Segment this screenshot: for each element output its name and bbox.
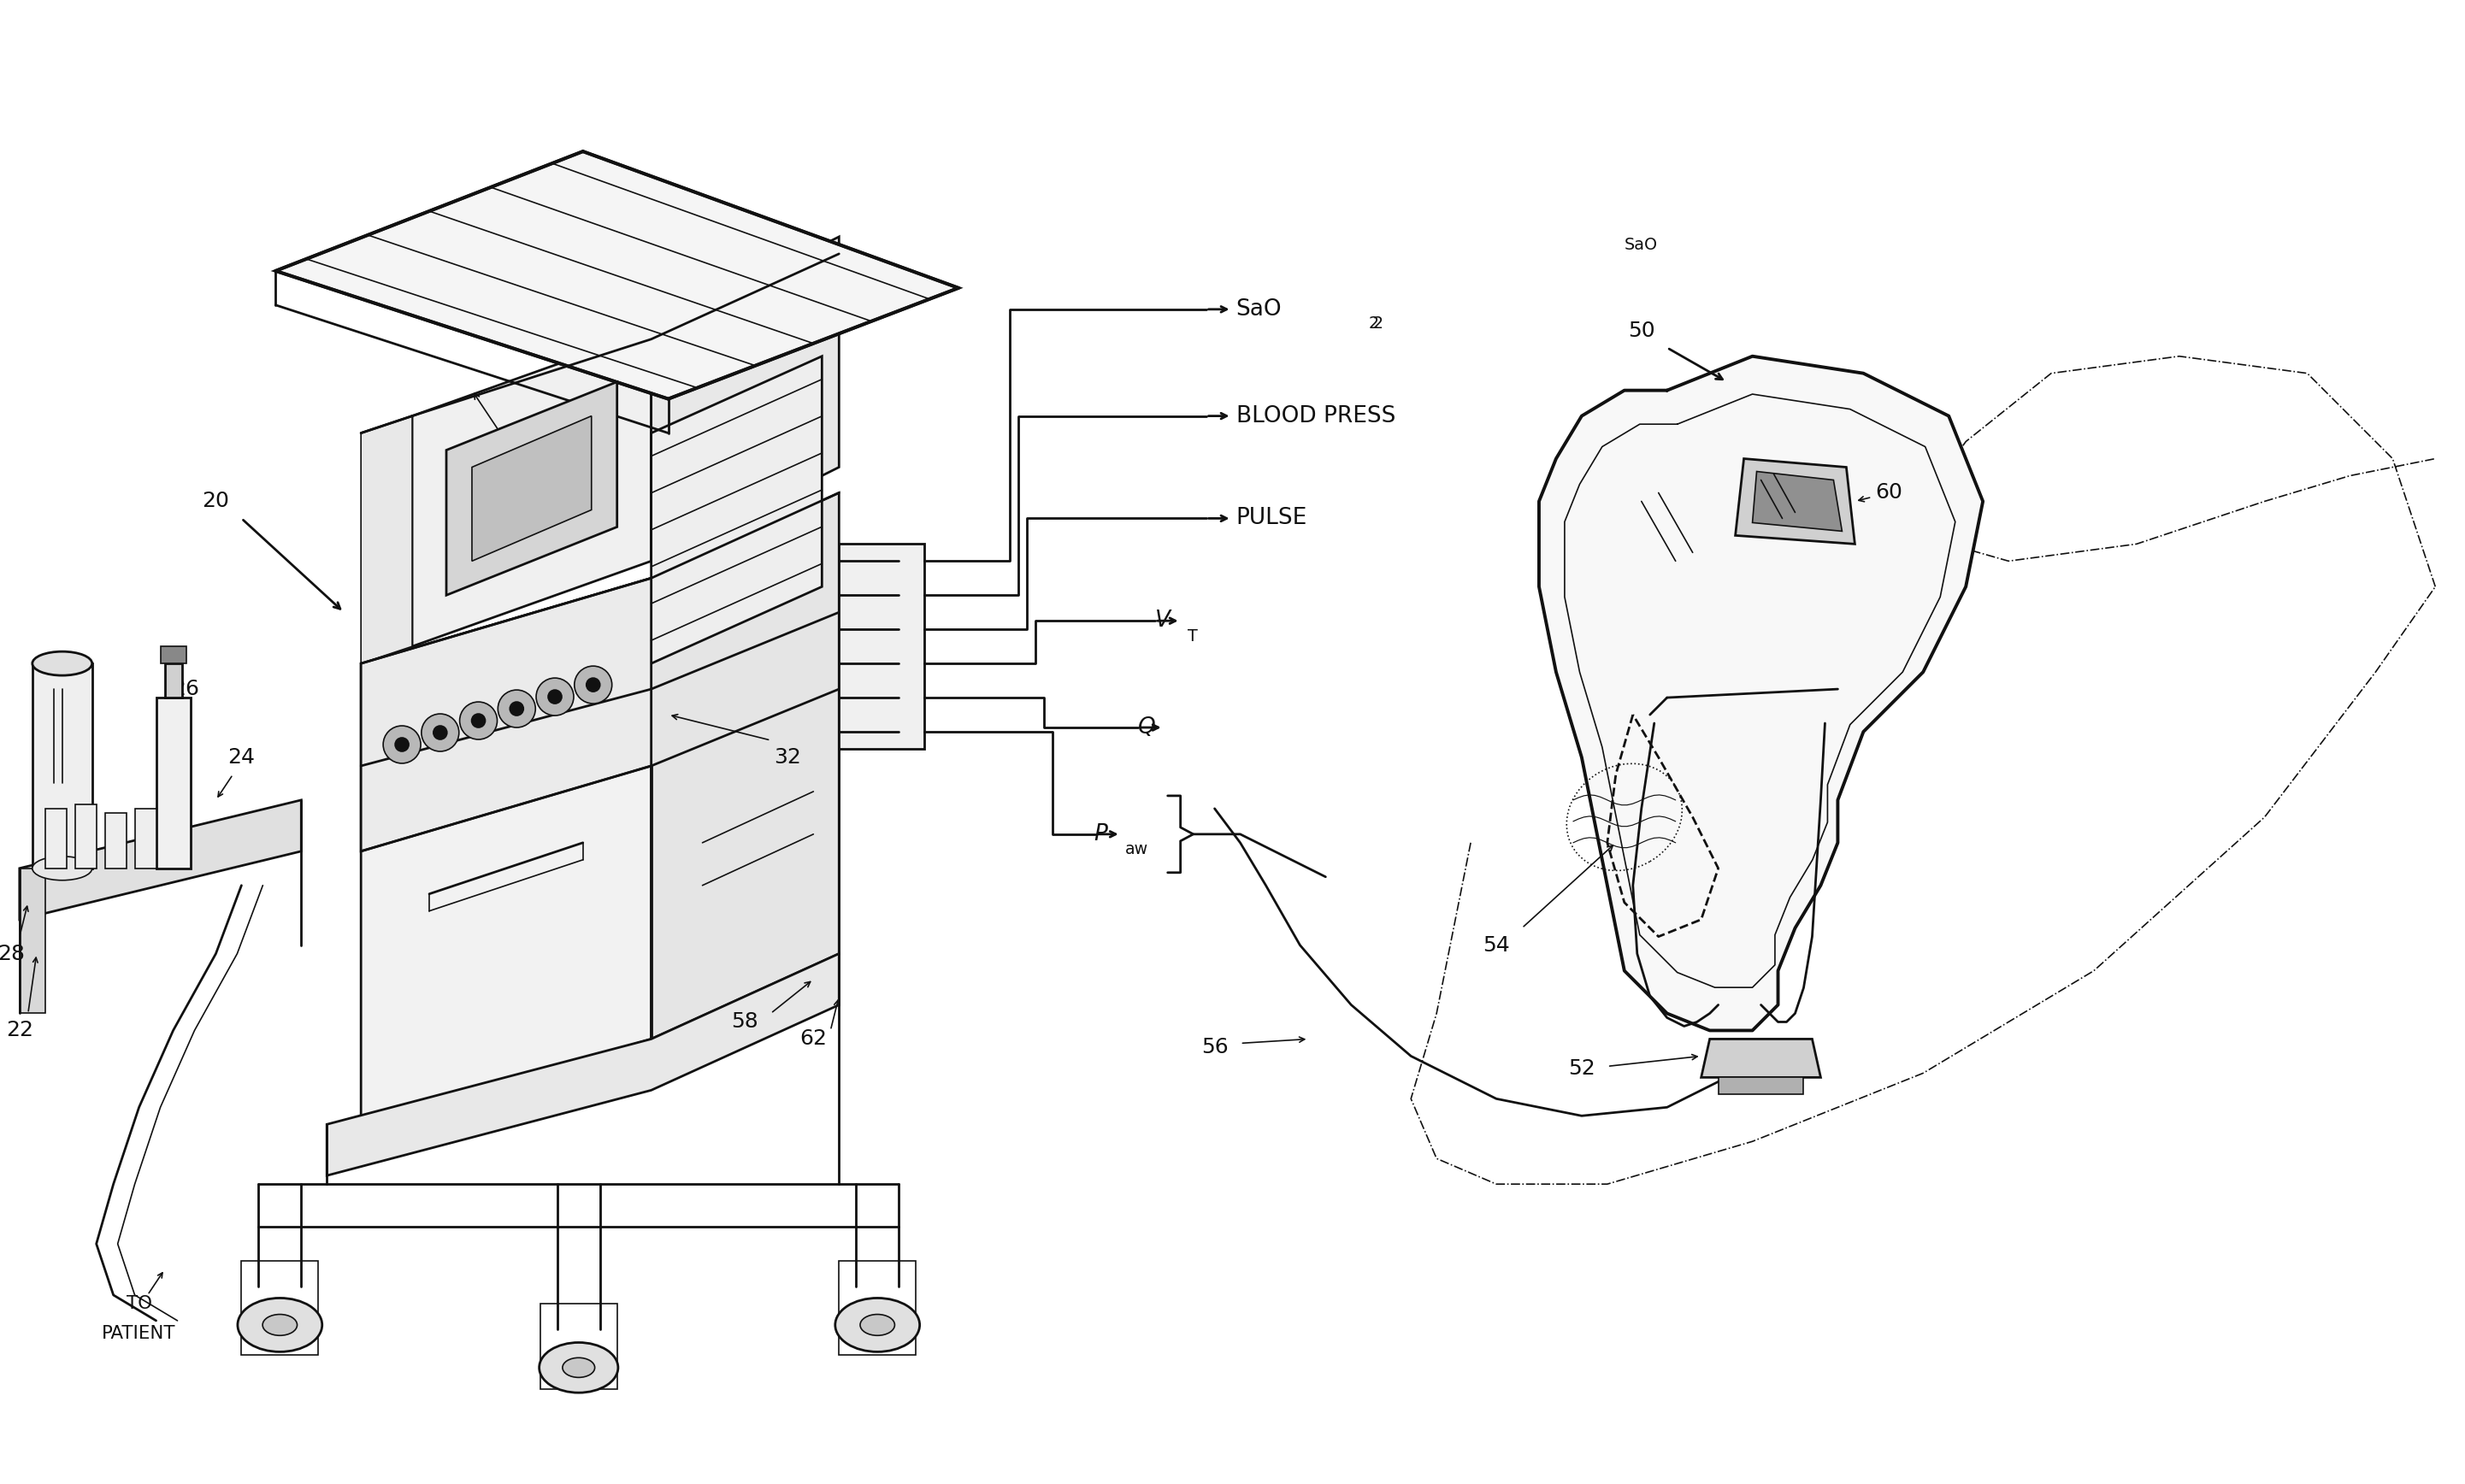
Polygon shape <box>276 151 959 399</box>
Ellipse shape <box>836 1298 919 1352</box>
Text: 32: 32 <box>774 746 801 767</box>
Text: V: V <box>1156 610 1171 632</box>
Circle shape <box>458 702 498 739</box>
Text: 28: 28 <box>0 944 25 965</box>
Polygon shape <box>136 809 155 868</box>
Text: PATIENT: PATIENT <box>101 1325 175 1342</box>
Polygon shape <box>74 804 96 868</box>
Text: 30: 30 <box>498 448 525 469</box>
Ellipse shape <box>264 1315 298 1336</box>
Polygon shape <box>1701 1039 1822 1077</box>
Polygon shape <box>360 416 412 663</box>
Polygon shape <box>20 800 301 920</box>
Text: 50: 50 <box>1627 321 1654 341</box>
Polygon shape <box>328 954 838 1175</box>
Polygon shape <box>1753 472 1841 531</box>
Polygon shape <box>160 647 185 663</box>
Text: BLOOD PRESS: BLOOD PRESS <box>1235 405 1395 427</box>
Text: 26: 26 <box>173 678 200 699</box>
Polygon shape <box>446 381 616 595</box>
Ellipse shape <box>32 856 91 880</box>
Text: P: P <box>1094 824 1107 846</box>
Circle shape <box>434 726 446 739</box>
Ellipse shape <box>860 1315 895 1336</box>
Ellipse shape <box>32 651 91 675</box>
Polygon shape <box>155 697 190 868</box>
Polygon shape <box>44 809 67 868</box>
Polygon shape <box>20 868 44 1014</box>
Circle shape <box>574 666 611 703</box>
Polygon shape <box>360 579 651 1125</box>
Text: Q: Q <box>1139 717 1156 739</box>
Text: 56: 56 <box>1200 1037 1228 1058</box>
Text: SaO: SaO <box>1235 298 1282 321</box>
Circle shape <box>498 690 535 727</box>
Ellipse shape <box>237 1298 323 1352</box>
Circle shape <box>471 714 486 727</box>
Text: 58: 58 <box>732 1012 759 1033</box>
Text: TO: TO <box>126 1296 153 1312</box>
Polygon shape <box>106 813 126 868</box>
Text: SaO: SaO <box>1624 237 1659 254</box>
Polygon shape <box>1718 1077 1804 1095</box>
Circle shape <box>422 714 458 751</box>
Text: 62: 62 <box>799 1028 828 1049</box>
Circle shape <box>587 678 599 692</box>
Text: aw: aw <box>1124 841 1149 858</box>
Polygon shape <box>1735 459 1854 545</box>
Circle shape <box>510 702 523 715</box>
Ellipse shape <box>562 1358 594 1377</box>
Text: 20: 20 <box>202 491 229 512</box>
Text: PULSE: PULSE <box>1235 508 1306 530</box>
Text: 24: 24 <box>227 746 256 767</box>
Ellipse shape <box>540 1343 619 1392</box>
Circle shape <box>535 678 574 715</box>
Polygon shape <box>651 237 838 561</box>
Polygon shape <box>32 663 91 868</box>
Polygon shape <box>1538 356 1982 1030</box>
Polygon shape <box>360 579 651 852</box>
Circle shape <box>382 726 422 763</box>
Text: 52: 52 <box>1568 1058 1595 1079</box>
Text: 54: 54 <box>1484 935 1511 956</box>
Text: T: T <box>1188 628 1198 644</box>
Circle shape <box>547 690 562 703</box>
Polygon shape <box>651 493 838 1039</box>
Polygon shape <box>165 663 182 697</box>
Text: 2: 2 <box>1373 316 1383 332</box>
Text: 2: 2 <box>1368 316 1378 332</box>
Text: 22: 22 <box>5 1020 32 1040</box>
Polygon shape <box>471 416 592 561</box>
Text: 60: 60 <box>1876 482 1903 503</box>
Polygon shape <box>651 356 821 663</box>
Polygon shape <box>838 545 924 749</box>
Circle shape <box>394 738 409 751</box>
Polygon shape <box>412 331 651 647</box>
